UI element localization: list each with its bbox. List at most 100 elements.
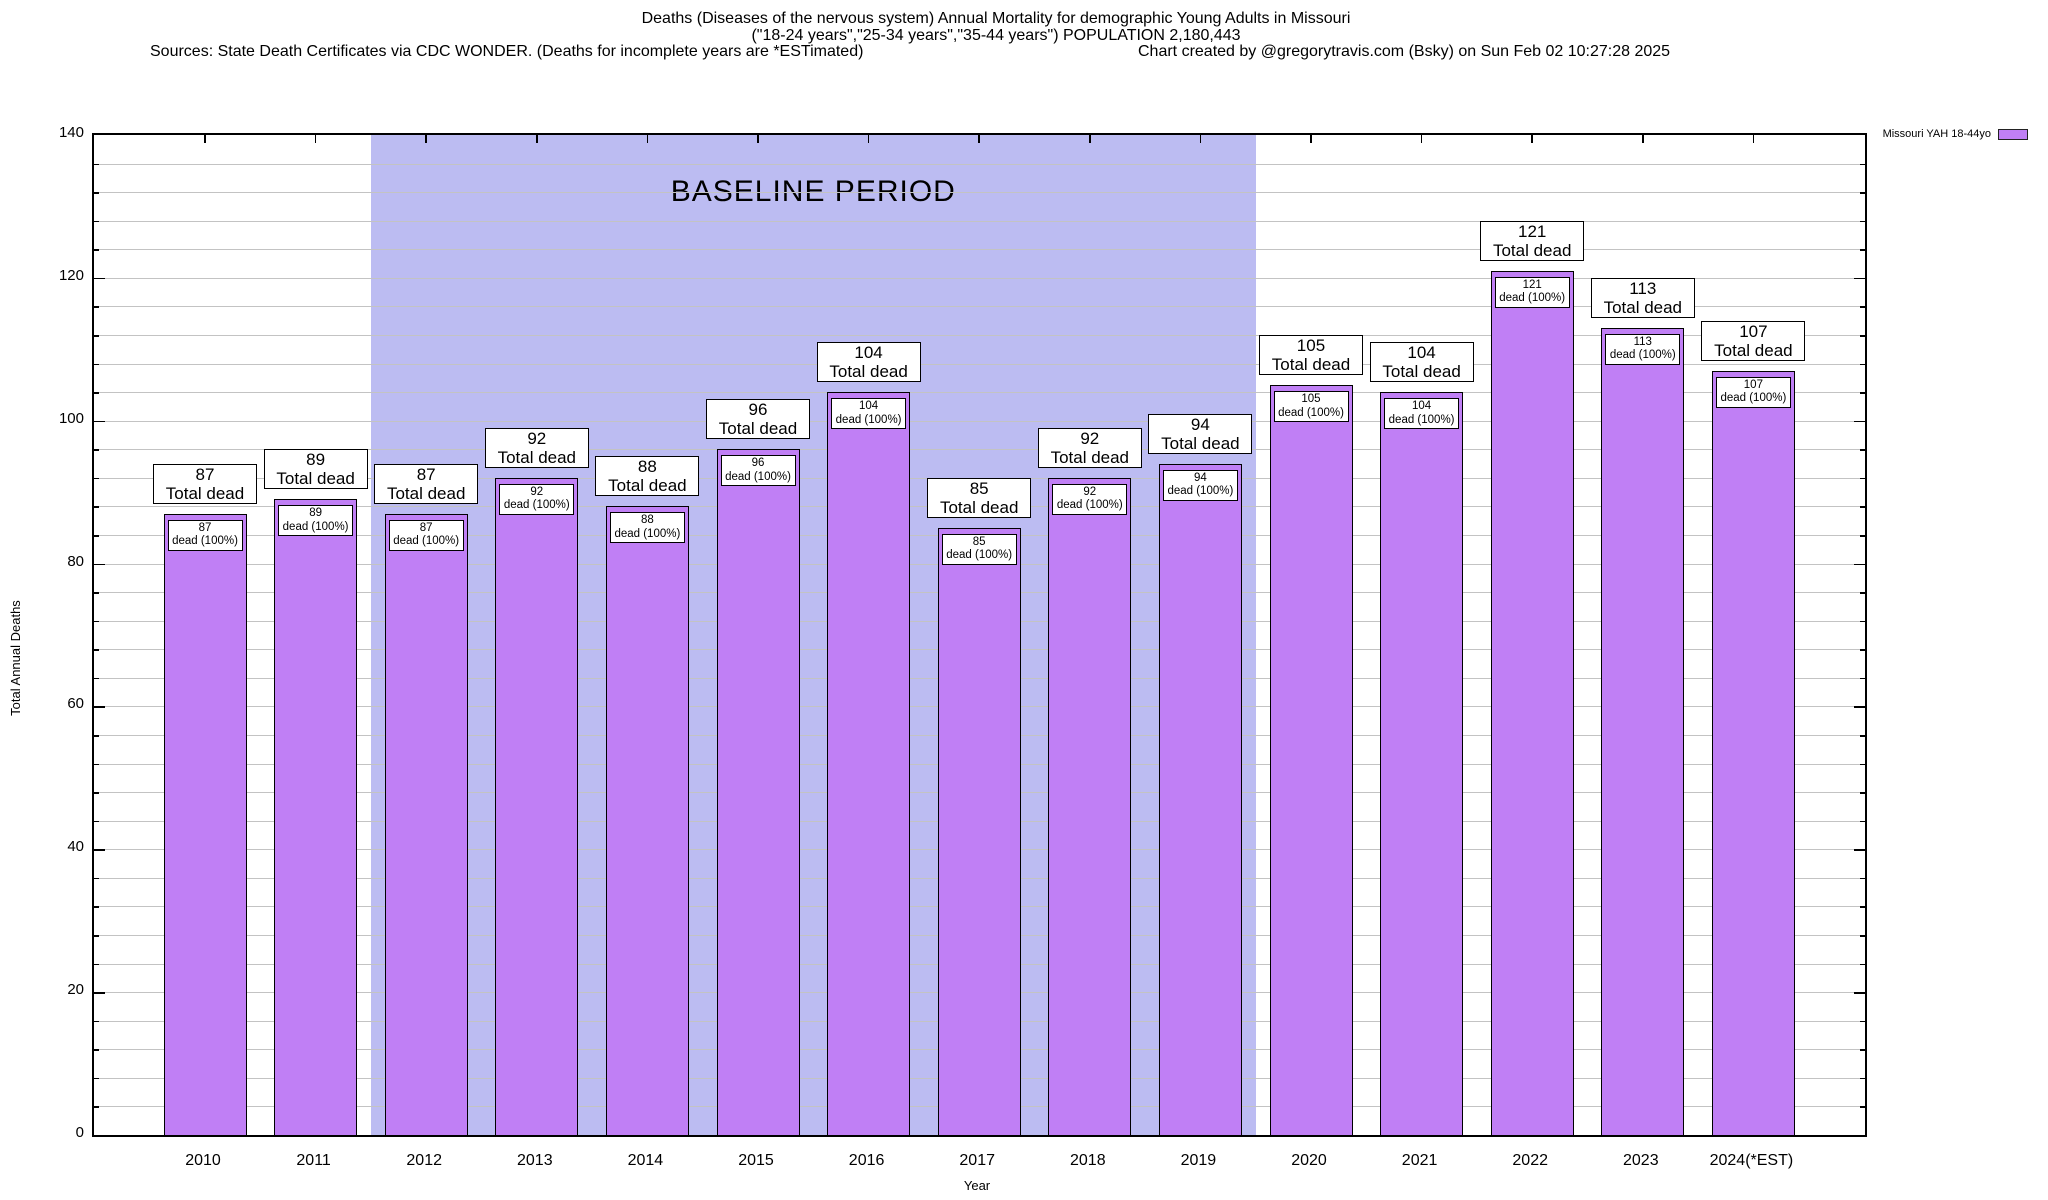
axis-tick bbox=[536, 135, 538, 143]
bar-inner-label-2014: 88 dead (100%) bbox=[609, 512, 685, 544]
bar-2022 bbox=[1490, 270, 1574, 1135]
bar-inner-label-2018: 92 dead (100%) bbox=[1052, 483, 1128, 515]
bar-total-label-2012: 87 Total dead bbox=[374, 463, 479, 504]
gridline bbox=[94, 449, 1865, 451]
gridline bbox=[94, 220, 1865, 222]
axis-tick bbox=[1854, 992, 1865, 994]
bar-2021 bbox=[1380, 392, 1464, 1135]
plot-area: BASELINE PERIOD 87 dead (100%) 87 Total d… bbox=[92, 133, 1867, 1137]
axis-tick bbox=[94, 449, 99, 451]
axis-tick bbox=[94, 849, 105, 851]
axis-tick bbox=[1642, 135, 1644, 143]
bar-total-label-2017: 85 Total dead bbox=[927, 477, 1032, 518]
axis-tick bbox=[1854, 563, 1865, 566]
axis-tick bbox=[1860, 449, 1865, 451]
bar-inner-label-2010: 87 dead (100%) bbox=[167, 519, 243, 551]
chart-credit-note: Chart created by @gregorytravis.com (Bsk… bbox=[1138, 43, 1671, 60]
axis-tick bbox=[1860, 220, 1865, 223]
bar-inner-label-2017: 85 dead (100%) bbox=[941, 533, 1017, 565]
x-tick-label-2022: 2022 bbox=[1512, 1152, 1548, 1169]
x-tick-label-2024(*EST): 2024(*EST) bbox=[1709, 1152, 1794, 1169]
bar-2011 bbox=[274, 499, 358, 1135]
axis-tick bbox=[94, 506, 99, 508]
axis-tick bbox=[1860, 677, 1865, 680]
axis-tick bbox=[1854, 420, 1865, 423]
x-tick-label-2014: 2014 bbox=[627, 1152, 664, 1169]
bar-total-label-2013: 92 Total dead bbox=[484, 427, 589, 468]
bar-2013 bbox=[495, 477, 579, 1135]
axis-tick bbox=[94, 335, 99, 337]
gridline bbox=[94, 420, 1865, 422]
axis-tick bbox=[1854, 706, 1865, 708]
axis-tick bbox=[94, 220, 99, 223]
bar-2020 bbox=[1269, 385, 1353, 1135]
x-tick-label-2021: 2021 bbox=[1401, 1152, 1438, 1169]
x-axis-title: Year bbox=[963, 1178, 991, 1193]
legend-swatch bbox=[1998, 128, 2028, 140]
axis-tick bbox=[94, 877, 99, 880]
axis-tick bbox=[1860, 820, 1865, 823]
axis-tick bbox=[94, 563, 105, 566]
axis-tick bbox=[94, 992, 105, 994]
axis-tick bbox=[1860, 906, 1865, 908]
bar-total-label-2024(*EST): 107 Total dead bbox=[1701, 320, 1806, 361]
axis-tick bbox=[94, 649, 99, 651]
legend: Missouri YAH 18-44yo bbox=[1883, 128, 2028, 140]
legend-label: Missouri YAH 18-44yo bbox=[1882, 128, 1991, 140]
chart-subtitle: ("18-24 years","25-34 years","35-44 year… bbox=[751, 27, 1241, 44]
axis-tick bbox=[94, 1020, 99, 1023]
axis-tick bbox=[1860, 1020, 1865, 1023]
gridline bbox=[94, 335, 1865, 336]
axis-tick bbox=[94, 477, 99, 480]
y-tick-label-0: 0 bbox=[75, 1124, 84, 1141]
bar-total-label-2016: 104 Total dead bbox=[816, 342, 921, 383]
axis-tick bbox=[94, 249, 99, 251]
gridline bbox=[94, 392, 1865, 394]
axis-tick bbox=[1854, 277, 1865, 280]
axis-tick bbox=[1860, 506, 1865, 508]
axis-tick bbox=[94, 277, 105, 280]
axis-tick bbox=[1860, 1077, 1865, 1080]
axis-tick bbox=[94, 677, 99, 680]
axis-tick bbox=[1860, 306, 1865, 308]
bar-total-label-2015: 96 Total dead bbox=[706, 399, 810, 440]
axis-tick bbox=[94, 163, 99, 166]
axis-tick bbox=[1860, 363, 1865, 366]
axis-tick bbox=[1860, 792, 1865, 794]
gridline bbox=[94, 192, 1865, 194]
gridline bbox=[94, 306, 1865, 308]
axis-tick bbox=[1310, 135, 1312, 143]
axis-tick bbox=[1860, 477, 1865, 480]
bar-2014 bbox=[605, 506, 689, 1135]
bar-inner-label-2019: 94 dead (100%) bbox=[1162, 469, 1238, 501]
bar-2019 bbox=[1158, 463, 1242, 1135]
bar-inner-label-2015: 96 dead (100%) bbox=[720, 455, 796, 487]
bar-inner-label-2012: 87 dead (100%) bbox=[388, 519, 464, 551]
bar-total-label-2014: 88 Total dead bbox=[595, 456, 700, 497]
y-tick-label-80: 80 bbox=[67, 552, 84, 570]
axis-tick bbox=[1089, 135, 1091, 143]
x-tick-label-2013: 2013 bbox=[517, 1152, 553, 1169]
axis-tick bbox=[1860, 1049, 1865, 1051]
axis-tick bbox=[1860, 192, 1865, 194]
bar-total-label-2021: 104 Total dead bbox=[1369, 342, 1474, 383]
bar-inner-label-2022: 121 dead (100%) bbox=[1494, 276, 1570, 308]
chart-sources-note: Sources: State Death Certificates via CD… bbox=[150, 43, 864, 60]
bar-total-label-2010: 87 Total dead bbox=[153, 463, 257, 504]
bar-2018 bbox=[1048, 477, 1132, 1135]
gridline bbox=[94, 249, 1865, 251]
axis-tick bbox=[1860, 535, 1865, 537]
axis-tick bbox=[94, 420, 105, 423]
bar-inner-label-2024(*EST): 107 dead (100%) bbox=[1715, 376, 1791, 408]
y-tick-label-20: 20 bbox=[67, 981, 84, 999]
axis-tick bbox=[94, 735, 99, 737]
bar-inner-label-2013: 92 dead (100%) bbox=[499, 483, 575, 515]
bar-2012 bbox=[384, 513, 468, 1135]
bar-2024(*EST) bbox=[1711, 370, 1795, 1135]
gridline bbox=[94, 163, 1865, 165]
y-tick-label-100: 100 bbox=[58, 409, 84, 427]
axis-tick bbox=[94, 935, 99, 937]
axis-tick bbox=[94, 592, 99, 594]
bar-total-label-2019: 94 Total dead bbox=[1148, 413, 1253, 454]
